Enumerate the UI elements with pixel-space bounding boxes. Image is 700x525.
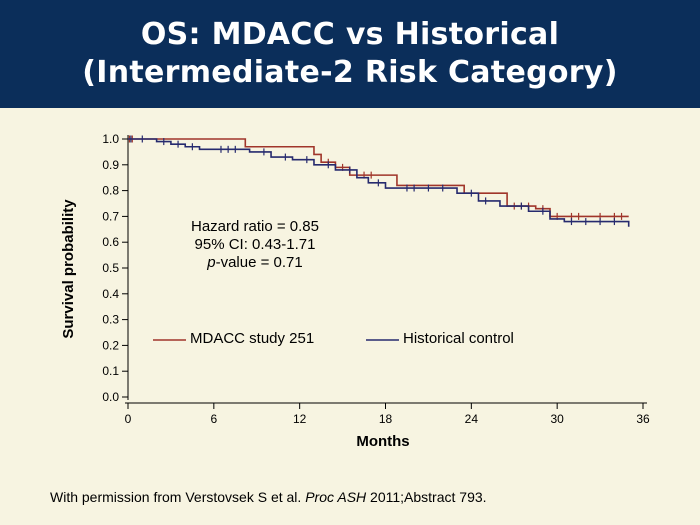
y-tick-label: 0.4 [102,287,119,301]
y-tick-label: 0.6 [102,235,119,249]
ci-text: 95% CI: 0.43-1.71 [195,236,316,253]
x-tick-label: 30 [550,412,564,426]
km-curve-mdacc [128,138,629,218]
hazard-ratio-text: Hazard ratio = 0.85 [191,218,319,235]
chart-axes: 0.0 0.1 0.2 0.3 0.4 0.5 0.6 0.7 0.8 0.9 1.0 0 6 12 18 2… [102,132,650,426]
stats-annotation: Hazard ratio = 0.85 95% CI: 0.43-1.71 p-… [191,218,319,271]
slide-title-line-1: OS: MDACC vs Historical [140,17,560,52]
y-tick-label: 0.2 [102,338,119,352]
footer-prefix: With permission from Verstovsek S et al. [50,489,306,505]
citation-footer: With permission from Verstovsek S et al.… [50,489,487,505]
chart-curves [128,135,630,227]
x-tick-label: 12 [293,412,307,426]
y-tick-label: 0.8 [102,184,119,198]
p-value-text: p-value = 0.71 [206,254,303,271]
km-curve-historical [128,138,630,227]
y-tick-label: 1.0 [102,132,119,146]
x-tick-label: 24 [465,412,479,426]
y-tick-label: 0.1 [102,364,119,378]
footer-journal: Proc ASH [305,489,367,505]
p-value-rest: -value = 0.71 [216,254,303,271]
legend-label-historical: Historical control [403,330,514,347]
p-letter: p [206,254,215,271]
x-tick-label: 0 [125,412,132,426]
x-tick-label: 18 [379,412,393,426]
footer-suffix: 2011;Abstract 793. [366,489,487,505]
x-tick-label: 36 [636,412,650,426]
y-tick-label: 0.0 [102,390,119,404]
title-bar: OS: MDACC vs Historical (Intermediate-2 … [0,0,700,108]
y-tick-label: 0.7 [102,209,119,223]
slide-title-line-2: (Intermediate-2 Risk Category) [82,55,618,90]
legend-label-mdacc: MDACC study 251 [190,330,314,347]
x-tick-label: 6 [210,412,217,426]
y-tick-label: 0.3 [102,313,119,327]
x-axis-label: Months [356,433,409,450]
y-axis-label: Survival probability [60,199,77,339]
y-tick-label: 0.9 [102,158,119,172]
y-tick-label: 0.5 [102,261,119,275]
legend: MDACC study 251 Historical control [153,330,514,347]
